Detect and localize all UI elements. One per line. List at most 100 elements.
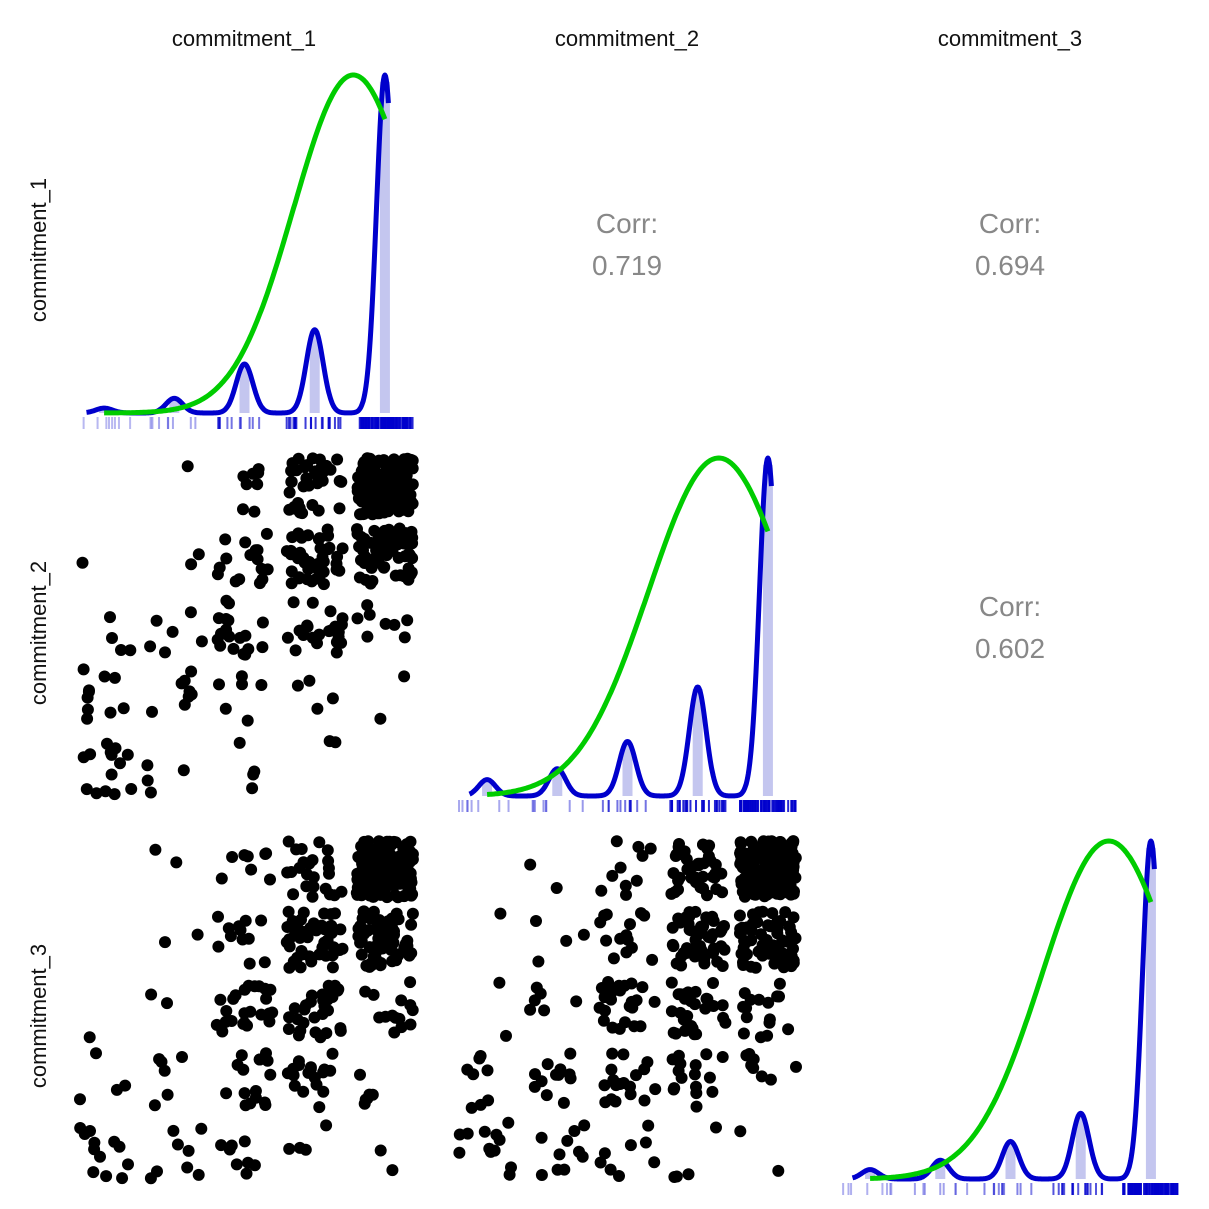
rug-mark: [292, 417, 295, 429]
scatter-panel-3-2: [453, 835, 802, 1183]
scatter-point: [667, 940, 680, 953]
scatter-point: [287, 596, 300, 609]
histogram-bar: [309, 331, 320, 413]
scatter-point: [787, 956, 800, 969]
normal-fit-curve: [486, 455, 771, 797]
scatter-point: [161, 1088, 174, 1101]
rug-mark: [289, 417, 292, 429]
scatter-point: [735, 947, 748, 960]
scatter-point: [380, 475, 393, 488]
rug-mark: [360, 417, 363, 429]
corr-value: 0.719: [592, 250, 662, 281]
scatter-point: [211, 633, 224, 646]
scatter-point: [77, 663, 90, 676]
rug-mark: [218, 417, 221, 429]
scatter-point: [406, 851, 419, 863]
rug-mark: [992, 1183, 995, 1195]
rug-mark: [954, 1183, 957, 1195]
scatter-point: [636, 849, 649, 862]
scatter-point: [405, 495, 417, 508]
scatter-point: [293, 572, 305, 585]
scatter-point: [624, 1080, 636, 1093]
scatter-point: [701, 889, 713, 902]
scatter-point: [161, 997, 173, 1010]
scatter-point: [311, 471, 324, 484]
rug-mark: [1130, 1183, 1133, 1195]
rug-mark: [1172, 1183, 1175, 1195]
scatter-point: [478, 1125, 491, 1138]
scatter-point: [283, 1142, 296, 1155]
scatter-point: [241, 850, 254, 863]
scatter-point: [317, 994, 330, 1007]
scatter-point: [90, 1047, 102, 1060]
rug-mark: [406, 417, 409, 429]
scatter-point: [378, 561, 391, 574]
scatter-point: [761, 1029, 774, 1042]
rug-mark: [375, 417, 378, 429]
rug-mark: [367, 417, 370, 429]
scatter-point: [384, 929, 397, 942]
scatter-point: [404, 1018, 417, 1031]
rug-mark: [545, 800, 548, 812]
rug-mark: [1164, 1183, 1167, 1195]
rug-mark: [113, 417, 116, 429]
rug-mark: [1146, 1183, 1149, 1195]
scatter-point: [630, 1069, 642, 1082]
scatter-point: [297, 1016, 310, 1029]
scatter-point: [648, 1156, 661, 1169]
scatter-point: [283, 486, 296, 499]
scatter-point: [106, 632, 118, 644]
scatter-point: [322, 1004, 334, 1017]
scatter-point: [170, 856, 183, 869]
scatter-point: [195, 1122, 208, 1135]
scatter-point: [242, 1156, 254, 1169]
scatter-point: [293, 1141, 306, 1154]
scatter-point: [336, 612, 349, 625]
scatter-point: [715, 923, 728, 936]
histogram-bar: [762, 464, 773, 796]
scatter-point: [216, 1025, 229, 1038]
rug-mark: [458, 800, 461, 812]
scatter-point: [790, 1060, 802, 1073]
scatter-point: [294, 961, 307, 974]
rug-mark: [372, 417, 375, 429]
scatter-point: [195, 635, 208, 648]
scatter-point: [606, 869, 619, 882]
rug-mark: [847, 1183, 850, 1195]
scatter-point: [461, 1063, 474, 1076]
corr-label: Corr:: [979, 208, 1041, 239]
scatter-point: [675, 959, 688, 972]
scatter-point: [605, 993, 617, 1006]
scatter-point: [351, 612, 364, 625]
scatter-point: [248, 765, 261, 778]
rug-mark: [939, 1183, 942, 1195]
scatter-point: [716, 999, 729, 1012]
scatter-point: [219, 1015, 232, 1028]
scatter-point: [240, 1167, 253, 1180]
scatter-point: [577, 928, 590, 941]
rug-mark: [913, 1183, 916, 1195]
scatter-point: [696, 921, 709, 933]
scatter-point: [181, 460, 194, 473]
rug-mark: [1001, 1183, 1004, 1195]
scatter-point: [701, 993, 714, 1006]
scatter-point: [310, 561, 323, 574]
scatter-point: [606, 1021, 619, 1034]
scatter-point: [570, 995, 583, 1008]
rug-mark: [111, 417, 114, 429]
scatter-point: [181, 1161, 194, 1174]
scatter-point: [667, 1026, 680, 1039]
scatter-point: [167, 1124, 180, 1137]
rug-mark: [388, 417, 391, 429]
rug-mark: [371, 417, 374, 429]
rug-mark: [1158, 1183, 1161, 1195]
scatter-point: [365, 560, 378, 573]
rug-mark: [752, 800, 755, 812]
rug-mark: [756, 800, 759, 812]
scatter-point: [599, 1096, 612, 1109]
scatter-point: [248, 505, 261, 518]
scatter-point: [745, 1059, 758, 1072]
scatter-point: [363, 608, 376, 621]
scatter-point: [705, 931, 718, 944]
scatter-point: [623, 1000, 636, 1013]
